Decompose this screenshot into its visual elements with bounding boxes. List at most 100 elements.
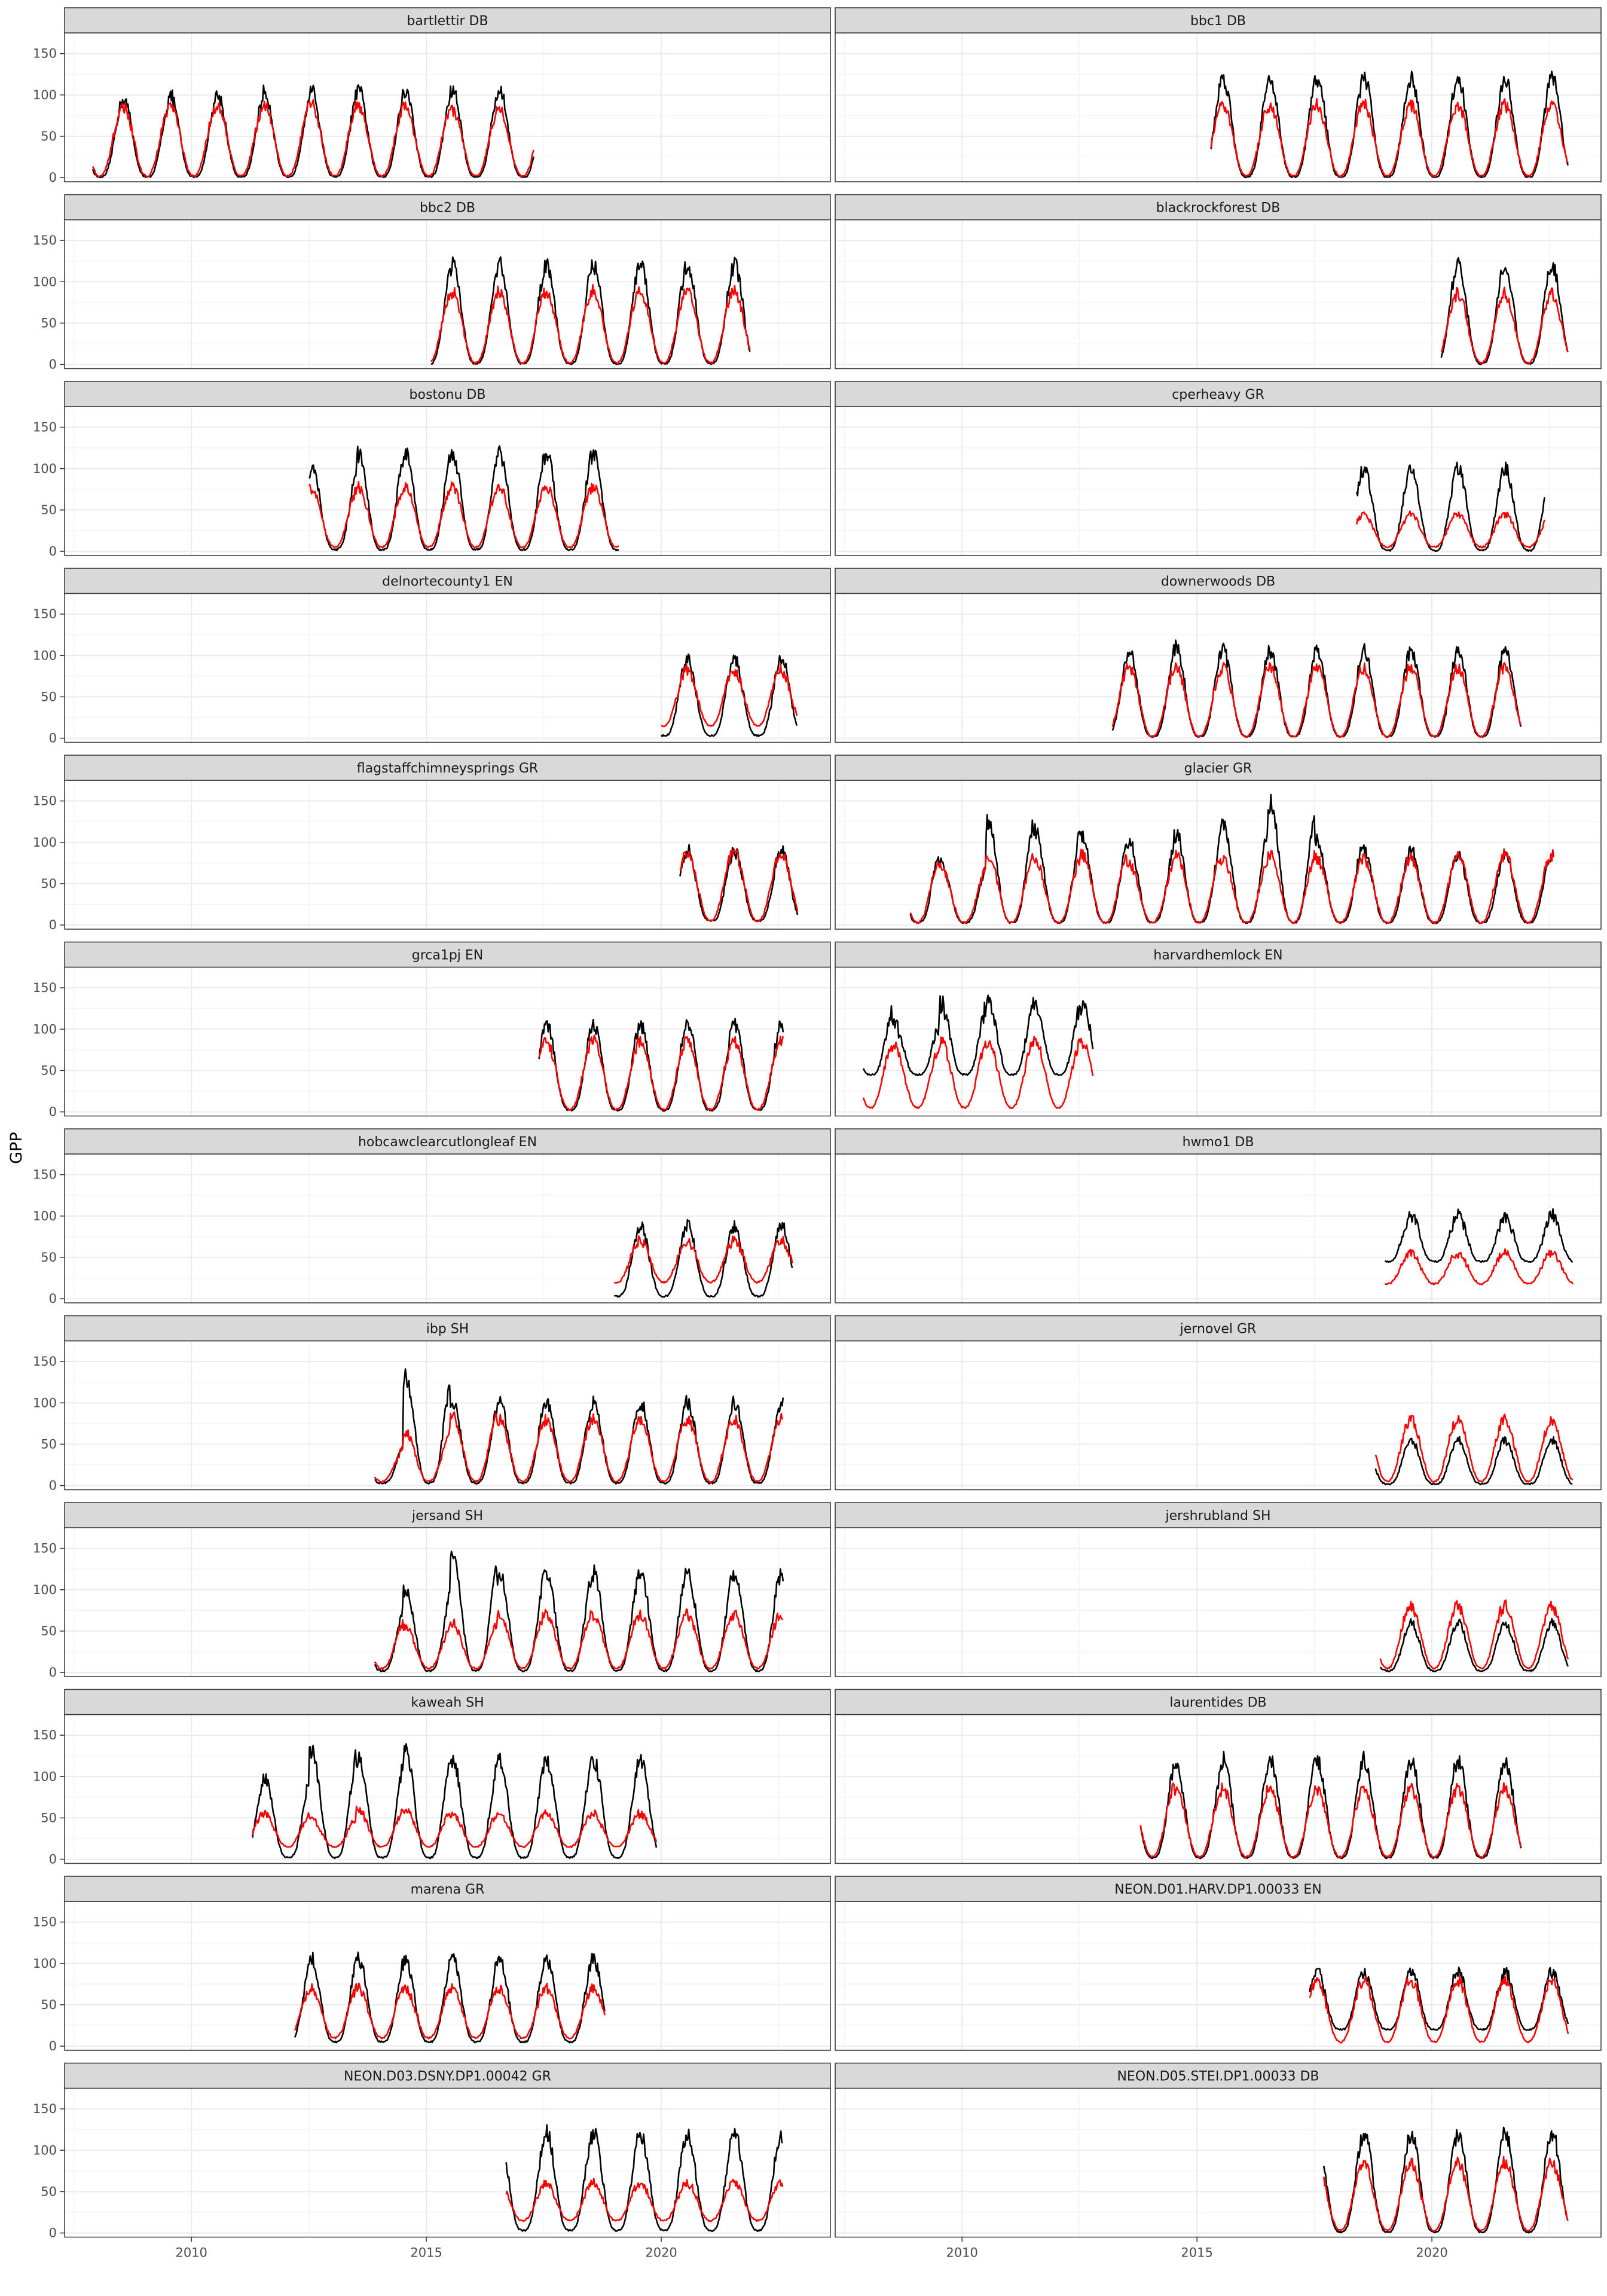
x-tick-label: 2015 [410,2246,442,2260]
facet-panel: jersand SH 0 50 100 150 [33,1502,831,1680]
y-axis-title: GPP [7,1132,26,1164]
y-tick-label: 0 [49,170,57,185]
series-line-black [1374,1436,1573,1486]
series-line-black [1379,1617,1569,1672]
facet-strip [835,381,1602,407]
facet-strip-label: bartlettir DB [407,14,488,29]
facet-strip [64,381,831,407]
facet-strip [64,2062,831,2089]
facet-strip [835,1502,1602,1528]
y-tick-label: 50 [41,316,57,330]
series-line-red [613,1235,793,1284]
y-tick-label: 50 [41,1810,57,1825]
plot-area [65,407,830,555]
facet-strip-label: jernovel GR [1180,1322,1257,1337]
facet-strip [64,1502,831,1528]
series-line-red [538,1034,784,1111]
plot-area [835,1528,1601,1677]
y-tick-label: 0 [49,731,57,746]
y-tick-label: 100 [33,1769,57,1784]
series-line-red [505,2178,784,2222]
series-line-red [1356,510,1545,549]
series-line-red [294,1982,606,2039]
y-tick-label: 50 [41,503,57,517]
facet-strip [835,7,1602,33]
facet-strip-label: cperheavy GR [1172,387,1264,402]
facet-panel: blackrockforest DB [835,194,1602,370]
facet-strip-label: hobcawclearcutlongleaf EN [358,1135,537,1150]
facet-strip [64,755,831,781]
facet-panel: hobcawclearcutlongleaf EN 0 50 100 150 [33,1128,831,1306]
plot-area [835,219,1601,369]
y-tick-label: 100 [33,1956,57,1971]
plot-area [835,1901,1601,2050]
series-line-red [1111,662,1522,738]
y-tick-label: 50 [41,877,57,891]
y-tick-label: 0 [49,1852,57,1867]
facet-panel: marena GR 0 50 100 150 [33,1876,831,2053]
facet-strip [64,1876,831,1902]
facet-strip [835,941,1602,968]
facet-panel: bbc2 DB 0 50 100 150 [33,194,831,372]
series-line-red [909,848,1555,924]
y-tick-label: 150 [33,794,57,808]
facet-strip-label: bostonu DB [410,387,486,402]
y-tick-label: 50 [41,1437,57,1451]
plot-area [65,780,830,929]
series-line-red [1440,286,1569,365]
facet-strip [835,2062,1602,2089]
facet-strip [835,567,1602,594]
facet-strip-label: NEON.D05.STEI.DP1.00033 DB [1117,2069,1319,2084]
facet-strip [835,1689,1602,1715]
y-tick-label: 100 [33,88,57,102]
series-line-red [252,1805,658,1848]
y-tick-label: 150 [33,1541,57,1556]
y-tick-label: 150 [33,607,57,621]
y-tick-label: 0 [49,544,57,558]
plot-area [835,407,1601,555]
facet-panel: delnortecounty1 EN 0 50 100 150 [33,567,831,746]
series-line-red [1379,1599,1569,1670]
facet-strip-label: hwmo1 DB [1183,1135,1254,1150]
series-line-red [1323,2155,1569,2232]
facet-strip-label: harvardhemlock EN [1153,948,1282,963]
facet-panel: grca1pj EN 0 50 100 150 [33,941,831,1119]
plot-area [65,1341,830,1490]
y-tick-label: 150 [33,420,57,435]
facet-strip-label: marena GR [411,1882,485,1897]
facet-panel: hwmo1 DB [835,1128,1602,1303]
y-tick-label: 50 [41,689,57,704]
facet-strip-label: jershrubland SH [1165,1509,1270,1523]
y-tick-label: 0 [49,1292,57,1306]
y-tick-label: 150 [33,47,57,61]
y-tick-label: 0 [49,1479,57,1493]
series-line-black [1111,639,1522,738]
facet-panel: glacier GR [835,755,1602,930]
facet-strip-label: laurentides DB [1169,1696,1266,1711]
facet-strip-label: downerwoods DB [1161,575,1275,590]
facet-panel: jershrubland SH [835,1502,1602,1677]
series-line-red [374,1608,784,1670]
plot-area [65,967,830,1116]
y-tick-label: 150 [33,1915,57,1929]
y-tick-label: 0 [49,918,57,932]
y-tick-label: 0 [49,1105,57,1119]
plot-area [835,2088,1601,2237]
y-tick-label: 50 [41,1063,57,1077]
series-line-black [374,1368,784,1485]
y-tick-label: 50 [41,2184,57,2199]
y-tick-label: 100 [33,835,57,850]
facet-strip-label: blackrockforest DB [1156,201,1281,216]
plot-area [65,1714,830,1864]
facet-strip-label: glacier GR [1184,761,1252,776]
plot-area [835,33,1601,182]
y-tick-label: 50 [41,1624,57,1638]
series-line-black [614,1219,793,1298]
facet-strip-label: bbc1 DB [1190,14,1246,29]
y-tick-label: 0 [49,358,57,372]
facet-panel: harvardhemlock EN [835,941,1602,1117]
series-line-black [1309,1967,1569,2031]
facet-strip-label: kaweah SH [411,1696,484,1711]
x-tick-label: 2010 [946,2246,977,2260]
